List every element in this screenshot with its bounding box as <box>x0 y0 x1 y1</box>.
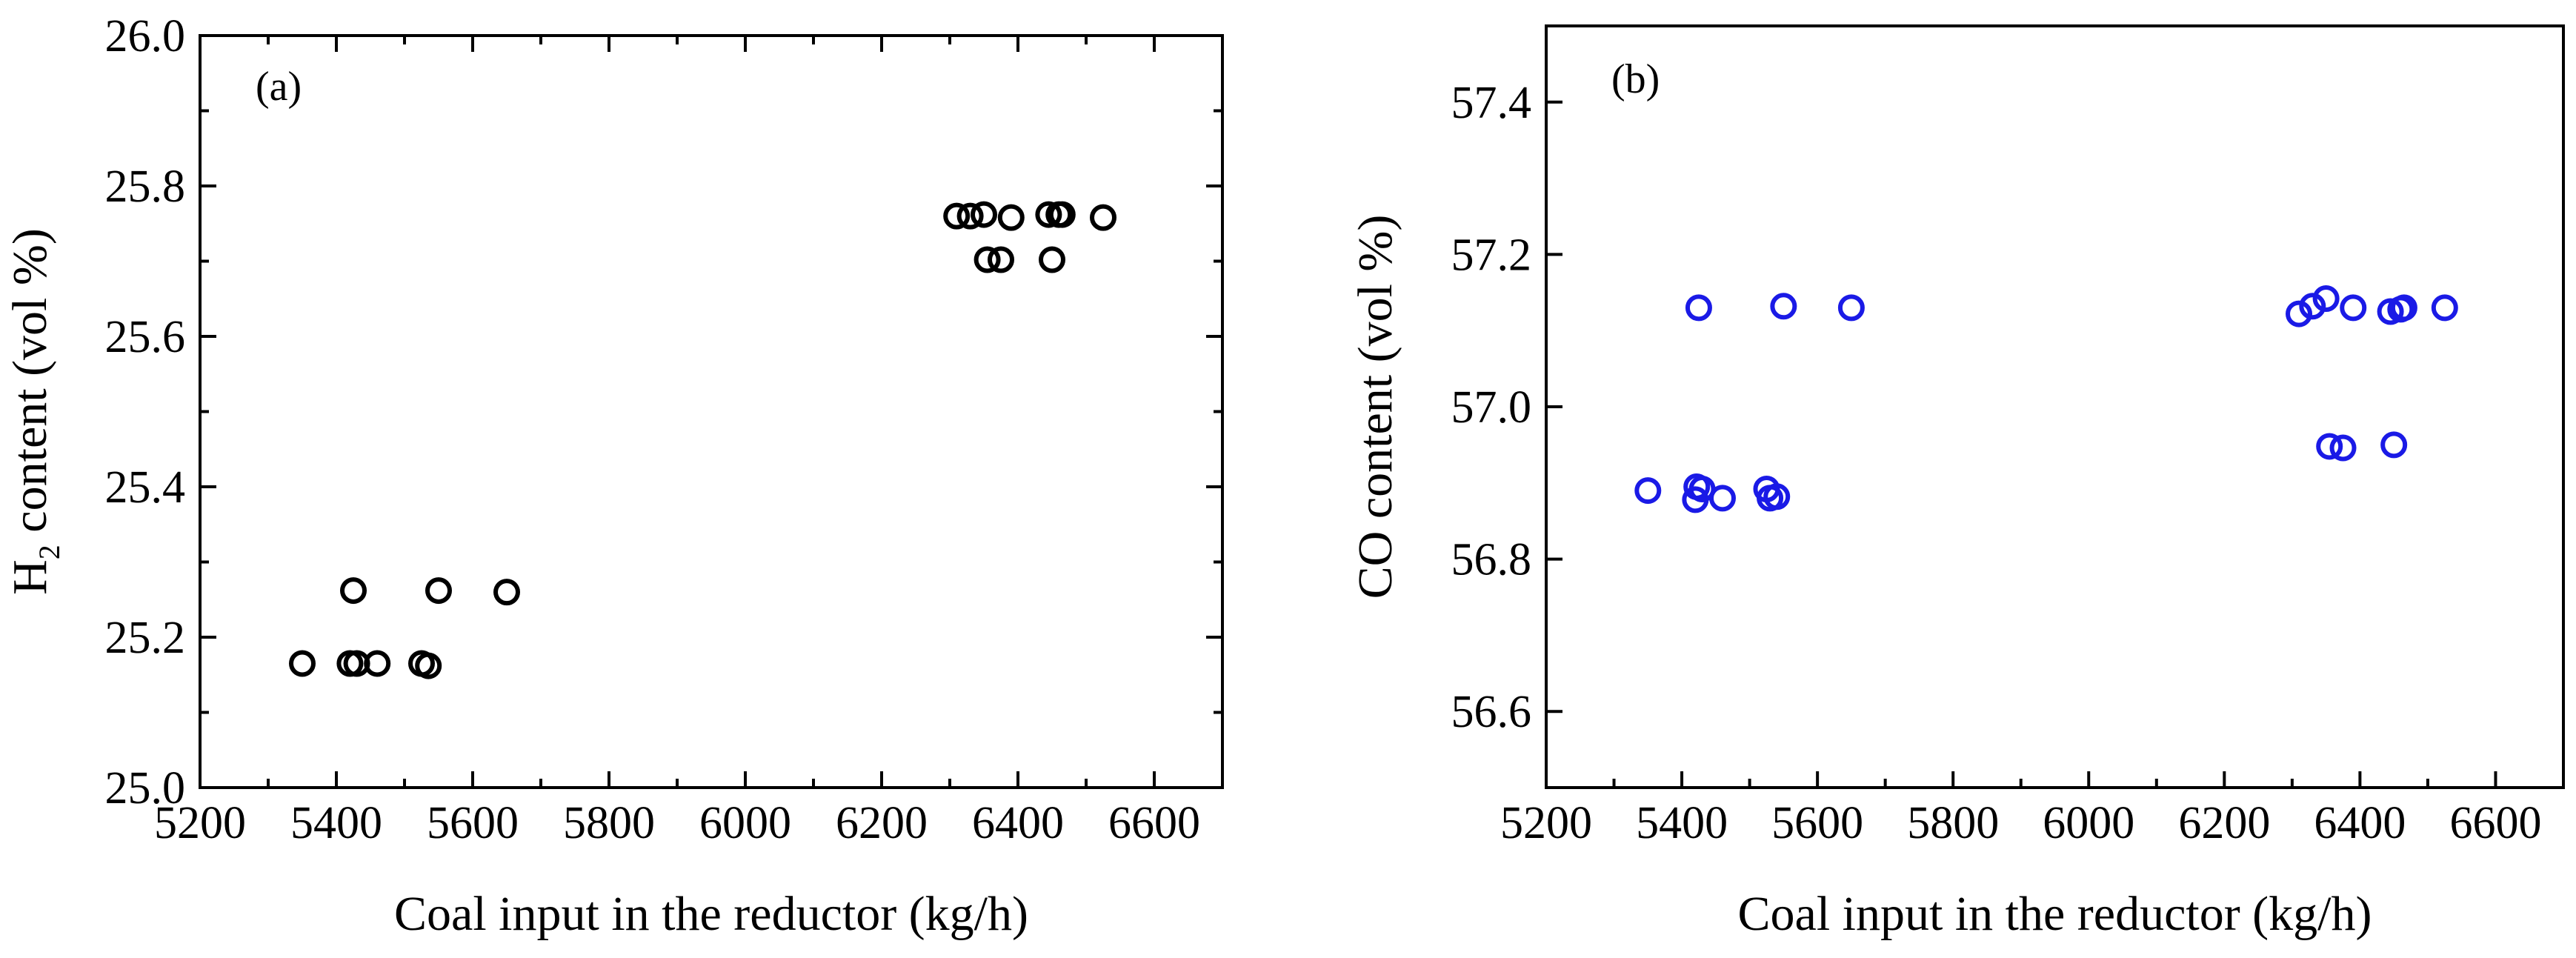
panel-b: 5200 5400 5600 5800 6000 6200 6400 6600 56.6 56.8… <box>1348 24 2565 941</box>
panel-b-y-tick-label: 57.2 <box>1451 230 1532 280</box>
panel-a-y-tick-label: 25.4 <box>105 462 186 513</box>
panel-a-y-axis-title-rest: content (vol %) <box>3 228 57 545</box>
panel-b-data-point <box>1708 485 1736 512</box>
panel-b-data-point <box>1770 293 1797 320</box>
panel-b-label: (b) <box>1611 56 1660 102</box>
panel-a-y-axis-title-main: H <box>3 559 57 595</box>
panel-a-y-tick-label: 25.6 <box>105 312 186 362</box>
panel-a-data-point <box>415 652 442 679</box>
panel-a-x-tick-label: 5200 <box>154 798 246 848</box>
panel-b-data-point <box>1634 477 1662 505</box>
panel-a-data-point <box>340 577 367 605</box>
panel-a-y-tick-label: 25.8 <box>105 162 186 212</box>
panel-a-data-point <box>988 246 1014 273</box>
panel-a-data-point <box>289 650 316 677</box>
panel-a-x-tick-label: 5400 <box>290 798 382 848</box>
panel-b-x-tick-label: 6200 <box>2178 798 2270 848</box>
panel-b-x-tick-label: 6400 <box>2314 798 2406 848</box>
panel-a-data-point <box>493 579 520 606</box>
panel-a-data-point <box>997 204 1025 231</box>
panel-a-x-tick-label: 6000 <box>699 798 791 848</box>
panel-b-data-point <box>2329 434 2357 462</box>
panel-a-y-axis-title: H2 content (vol %) <box>3 228 66 595</box>
panel-b-x-tick-label: 6600 <box>2449 798 2541 848</box>
panel-b-data-point <box>2340 294 2367 322</box>
panel-b-data-point <box>2286 300 2313 327</box>
panel-a-y-tick-label: 25.0 <box>105 763 186 814</box>
panel-b-x-tick-label: 5800 <box>1907 798 1999 848</box>
panel-a-x-axis-title: Coal input in the reductor (kg/h) <box>394 887 1028 941</box>
panel-a-data-point <box>971 201 997 228</box>
panel-a-y-axis-title-subscript: 2 <box>33 545 66 559</box>
panel-b-data-point <box>1837 294 1865 322</box>
panel-b-data-point <box>1685 294 1712 322</box>
panel-a-x-tick-label: 6200 <box>836 798 928 848</box>
panel-b-data-point <box>2299 293 2326 320</box>
panel-a-y-tick-label: 25.2 <box>105 613 186 663</box>
panel-a-y-tick-label: 26.0 <box>105 11 186 61</box>
panel-b-x-axis-title: Coal input in the reductor (kg/h) <box>1738 887 2372 941</box>
panel-b-y-tick-label: 56.8 <box>1451 535 1532 585</box>
panel-a-data-point <box>425 577 452 605</box>
panel-b-data-point <box>1763 483 1791 510</box>
panel-b-x-tick-label: 5400 <box>1636 798 1728 848</box>
panel-b-x-tick-label: 6000 <box>2043 798 2134 848</box>
panel-b-data-point <box>2312 285 2340 313</box>
panel-a-x-tick-label: 5800 <box>563 798 655 848</box>
panel-a-data-point <box>974 246 1001 273</box>
panel-a-data-point <box>956 202 984 230</box>
panel-a-x-tick-label: 5600 <box>427 798 519 848</box>
panel-b-data-point <box>2316 433 2343 460</box>
panel-a-x-tick-label: 6400 <box>972 798 1064 848</box>
panel-a: 5200 5400 5600 5800 6000 6200 6400 6600 25.0 25.2… <box>3 11 1224 941</box>
panel-a-data-point <box>364 650 391 677</box>
panel-a-data-point <box>943 202 971 230</box>
panel-b-plot-frame <box>1545 24 2565 789</box>
panel-b-x-tick-label: 5200 <box>1500 798 1592 848</box>
panel-a-x-tick-label: 6600 <box>1108 798 1200 848</box>
panel-b-y-tick-label: 56.6 <box>1451 687 1532 737</box>
panel-b-data-point <box>2380 431 2408 459</box>
panel-a-data-point <box>1090 204 1116 231</box>
panel-a-data-point <box>1039 246 1065 273</box>
panel-b-y-axis-title: CO content (vol %) <box>1348 215 1402 599</box>
panel-b-x-tick-label: 5600 <box>1771 798 1863 848</box>
panel-b-data-point <box>2390 294 2417 322</box>
panel-b-data-point <box>2431 294 2458 322</box>
panel-b-y-tick-label: 57.4 <box>1451 78 1532 128</box>
panel-b-y-tick-label: 57.0 <box>1451 382 1532 433</box>
panel-a-data-point <box>1048 201 1076 228</box>
panel-b-data-point <box>2377 298 2404 325</box>
panel-a-label: (a) <box>256 64 302 110</box>
panel-a-data-point <box>1035 201 1062 228</box>
